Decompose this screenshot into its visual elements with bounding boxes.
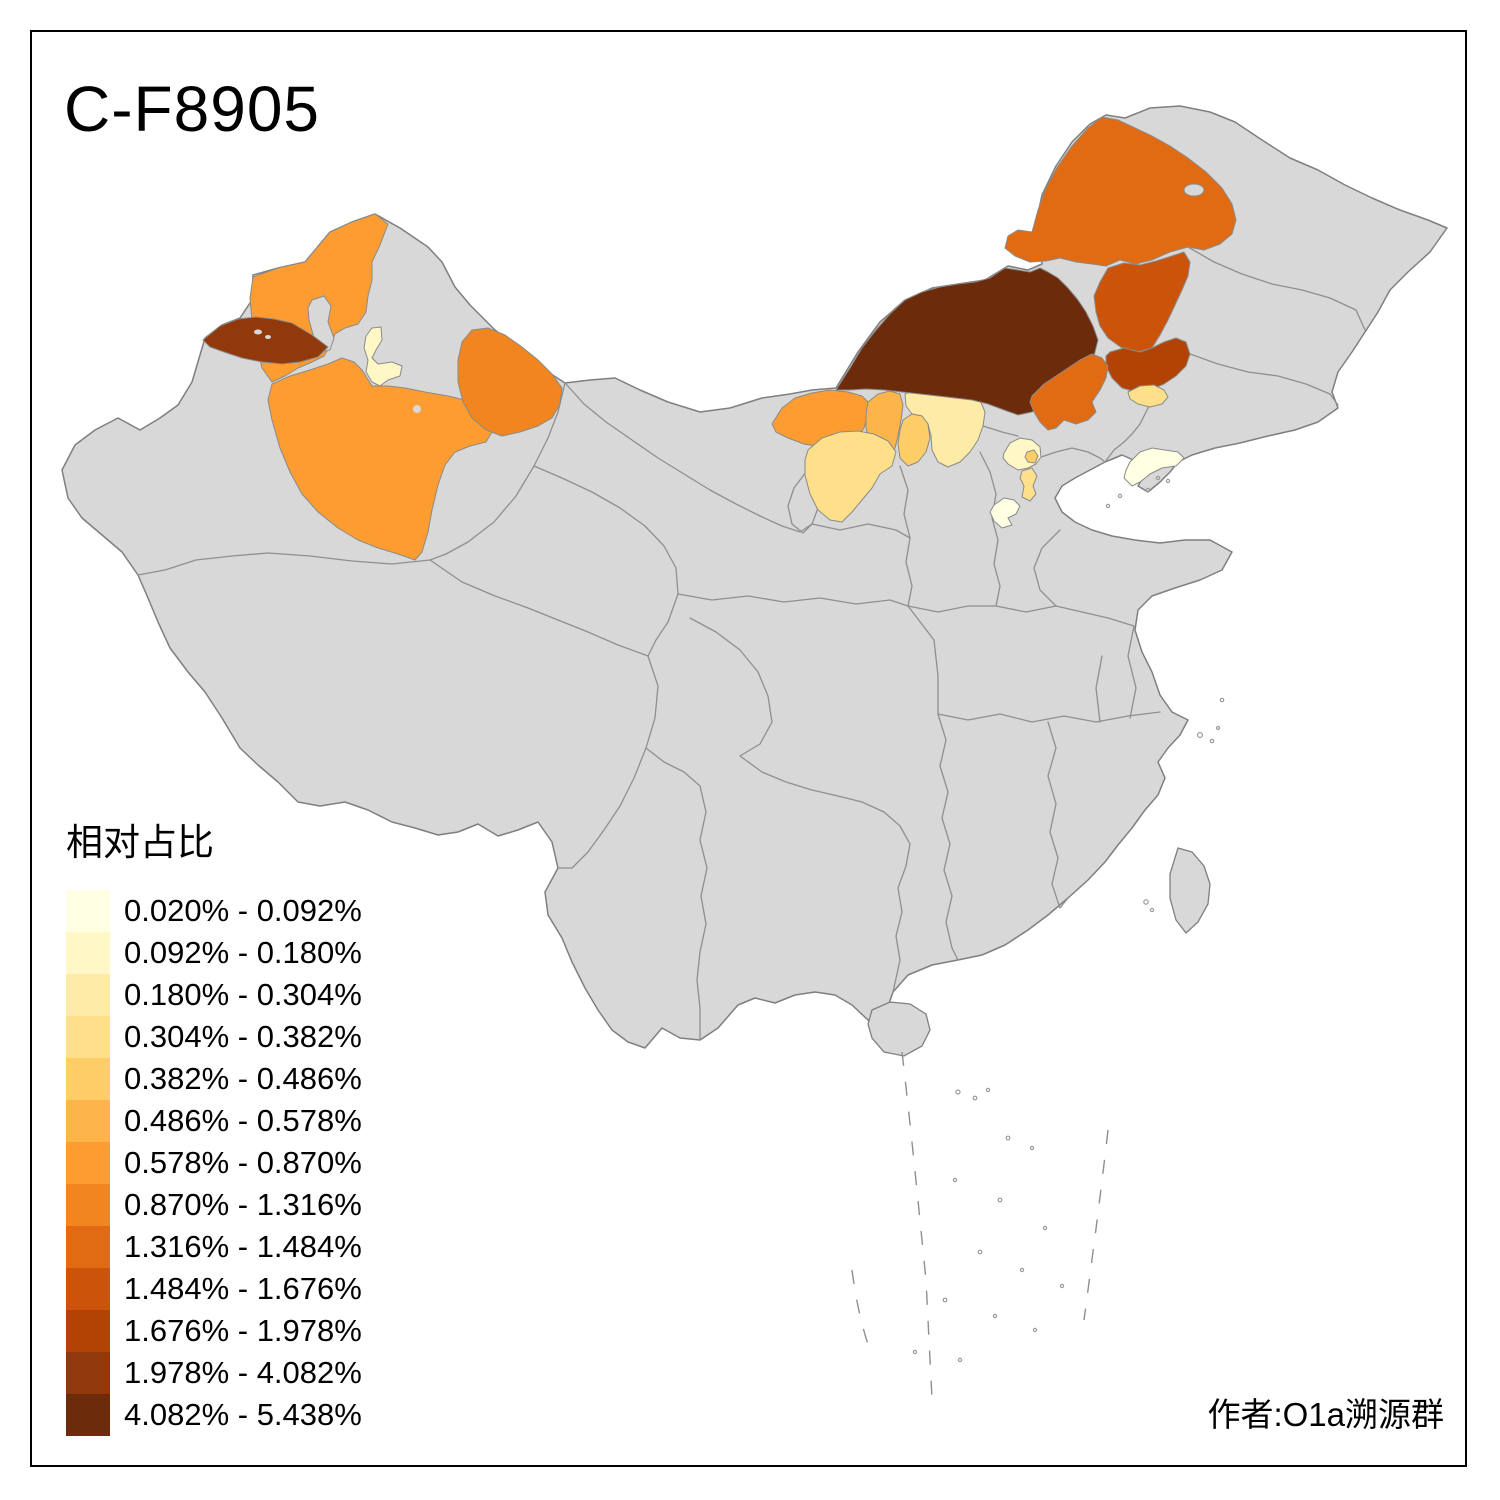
legend-swatch (66, 1394, 110, 1436)
legend-item: 0.092% - 0.180% (66, 932, 362, 974)
legend-item: 0.180% - 0.304% (66, 974, 362, 1016)
colored-regions (202, 116, 1237, 561)
legend-item: 0.304% - 0.382% (66, 1016, 362, 1058)
legend-swatch (66, 1058, 110, 1100)
mainland-outline (61, 105, 1448, 1049)
legend-label: 0.304% - 0.382% (124, 1019, 362, 1054)
legend-item: 0.578% - 0.870% (66, 1142, 362, 1184)
taiwan (1169, 847, 1211, 934)
page-title: C-F8905 (64, 73, 320, 145)
legend-label: 0.578% - 0.870% (124, 1145, 362, 1180)
legend-rows: 0.020% - 0.092% 0.092% - 0.180% 0.180% -… (66, 890, 362, 1436)
region-ili (202, 316, 329, 365)
nine-dash-line-west (901, 1051, 933, 1399)
legend-label: 0.382% - 0.486% (124, 1061, 362, 1096)
legend-item: 4.082% - 5.438% (66, 1394, 362, 1436)
legend-item: 1.676% - 1.978% (66, 1310, 362, 1352)
legend-label: 0.486% - 0.578% (124, 1103, 362, 1138)
region-bayingol (267, 357, 493, 561)
region-langfang-exclave (1024, 449, 1039, 464)
hulunbuir-enclave (1183, 183, 1205, 197)
legend-item: 0.382% - 0.486% (66, 1058, 362, 1100)
legend-label: 1.316% - 1.484% (124, 1229, 362, 1264)
attribution-text: 作者:O1a溯源群 (1207, 1396, 1444, 1433)
legend-swatch (66, 1100, 110, 1142)
province-borders (137, 246, 1366, 1041)
sea-islands (912, 1087, 1065, 1363)
legend-title: 相对占比 (66, 822, 214, 863)
region-hulunbuir (1004, 116, 1237, 267)
legend-swatch (66, 1352, 110, 1394)
ili-speck (254, 329, 262, 335)
legend-item: 1.978% - 4.082% (66, 1352, 362, 1394)
legend-swatch (66, 1226, 110, 1268)
legend-swatch (66, 890, 110, 932)
region-hinggan (1093, 251, 1191, 353)
nine-dash-line-southwest (851, 1269, 873, 1356)
legend-label: 1.978% - 4.082% (124, 1355, 362, 1390)
legend-label: 0.870% - 1.316% (124, 1187, 362, 1222)
region-baoding (989, 497, 1021, 529)
legend-label: 0.020% - 0.092% (124, 893, 362, 928)
region-xilingol (835, 267, 1099, 416)
hainan (867, 1001, 931, 1057)
bayingol-speck (413, 405, 421, 413)
legend-label: 0.180% - 0.304% (124, 977, 362, 1012)
region-chifeng (1029, 353, 1109, 431)
legend-swatch (66, 1142, 110, 1184)
region-urumqi-area (363, 326, 403, 387)
legend-item: 0.870% - 1.316% (66, 1184, 362, 1226)
legend-swatch (66, 1310, 110, 1352)
legend-label: 0.092% - 0.180% (124, 935, 362, 970)
nine-dash-line-east (1083, 1129, 1109, 1321)
legend-label: 4.082% - 5.438% (124, 1397, 362, 1432)
legend-swatch (66, 932, 110, 974)
legend-swatch (66, 1184, 110, 1226)
legend-item: 0.486% - 0.578% (66, 1100, 362, 1142)
legend-item: 1.316% - 1.484% (66, 1226, 362, 1268)
region-hohhot (897, 413, 931, 467)
legend: 相对占比 0.020% - 0.092% 0.092% - 0.180% 0.1… (66, 812, 362, 1436)
region-chaoyang-fuxin (1127, 384, 1169, 408)
south-china-sea (851, 1051, 1109, 1399)
legend-label: 1.484% - 1.676% (124, 1271, 362, 1306)
legend-swatch (66, 1016, 110, 1058)
region-dalian (1123, 447, 1185, 487)
region-hami (457, 327, 563, 437)
coastal-islands (1105, 475, 1225, 913)
region-langfang (1019, 467, 1038, 502)
legend-swatch (66, 1268, 110, 1310)
legend-swatch (66, 974, 110, 1016)
legend-item: 1.484% - 1.676% (66, 1268, 362, 1310)
legend-item: 0.020% - 0.092% (66, 890, 362, 932)
region-ordos (804, 430, 897, 523)
region-tongliao (1105, 337, 1191, 393)
legend-label: 1.676% - 1.978% (124, 1313, 362, 1348)
ili-speck (265, 335, 271, 339)
